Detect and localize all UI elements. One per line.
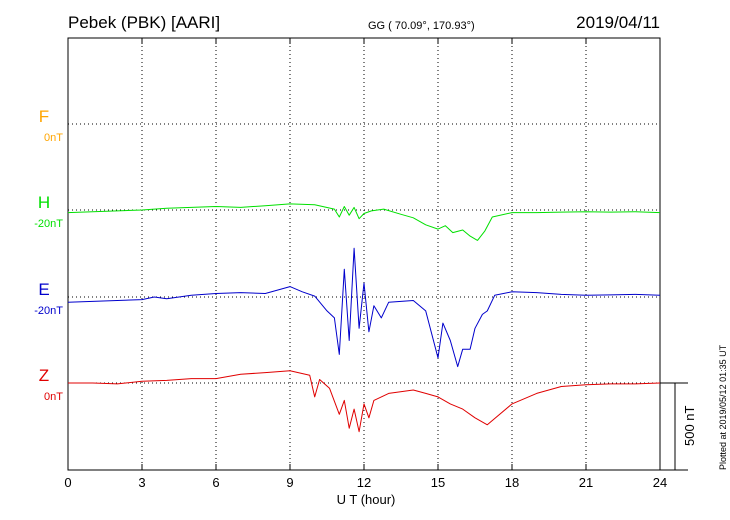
- scale-bar: 500 nT: [660, 382, 697, 471]
- channel-baseline-f: 0nT: [44, 132, 63, 144]
- x-tick-label: 18: [505, 475, 519, 490]
- x-tick-label: 6: [212, 475, 219, 490]
- channel-baseline-h: -20nT: [34, 218, 63, 230]
- channel-baseline-e: -20nT: [34, 305, 63, 317]
- x-axis-ticks: 0 3 6 9 12 15 18 21 24: [64, 38, 667, 490]
- x-tick-label: 24: [653, 475, 667, 490]
- x-tick-label: 21: [579, 475, 593, 490]
- x-tick-label: 3: [138, 475, 145, 490]
- x-tick-label: 15: [431, 475, 445, 490]
- date-label: 2019/04/11: [576, 13, 660, 32]
- x-tick-label: 0: [64, 475, 71, 490]
- channel-name-e: E: [38, 280, 49, 299]
- station-title: Pebek (PBK) [AARI]: [68, 13, 220, 32]
- series-line-e: [67, 247, 661, 368]
- series-lines: [67, 203, 661, 433]
- series-line-h: [67, 203, 661, 241]
- series-line-z: [68, 370, 661, 433]
- plot-timestamp: Plotted at 2019/05/12 01:35 UT: [718, 344, 728, 470]
- channel-name-h: H: [38, 193, 50, 212]
- x-tick-label: 12: [357, 475, 371, 490]
- scale-bar-label: 500 nT: [682, 405, 697, 446]
- channel-name-z: Z: [39, 366, 49, 385]
- plot-grid: [68, 38, 660, 470]
- x-axis-label: U T (hour): [337, 492, 396, 507]
- coordinates-label: GG ( 70.09°, 170.93°): [368, 20, 475, 32]
- channel-labels: F 0nT H -20nT E -20nT Z 0nT: [34, 107, 63, 403]
- channel-name-f: F: [39, 107, 49, 126]
- channel-baseline-z: 0nT: [44, 391, 63, 403]
- x-tick-label: 9: [286, 475, 293, 490]
